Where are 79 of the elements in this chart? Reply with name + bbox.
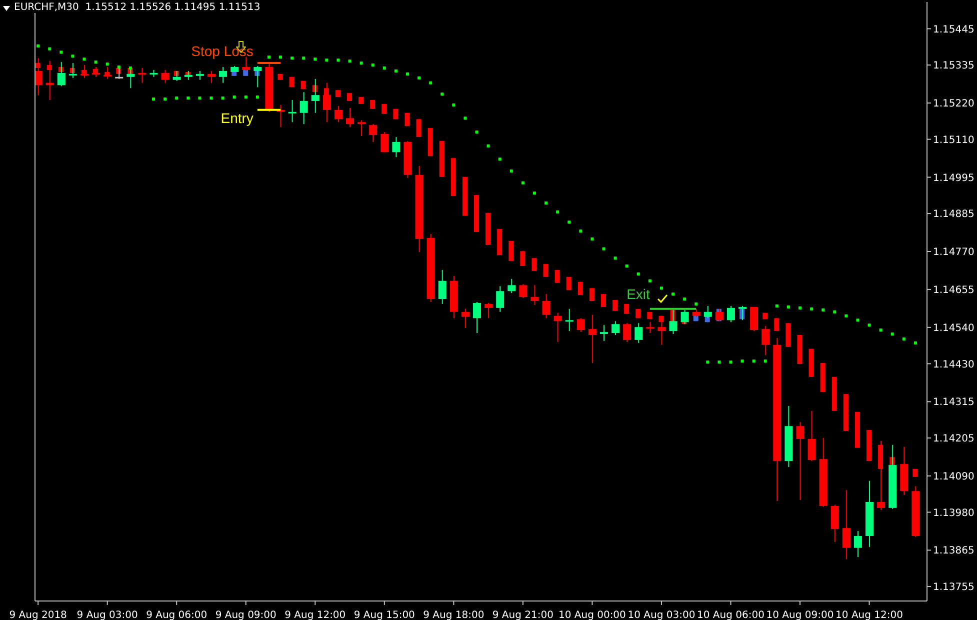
y-tick-label: 1.14540 (933, 322, 974, 334)
candlestick (358, 120, 366, 136)
candlestick (565, 308, 574, 332)
candlestick (519, 284, 528, 299)
candlestick (612, 300, 618, 312)
candlestick (496, 286, 504, 312)
candlestick (542, 294, 550, 319)
x-tick-label: 9 Aug 2018 (9, 610, 67, 620)
x-tick-label: 10 Aug 03:00 (628, 610, 696, 620)
candlestick (288, 100, 296, 123)
candlestick (532, 258, 537, 272)
candlestick (774, 318, 780, 332)
candlestick (554, 312, 562, 342)
candlestick (461, 308, 470, 329)
candlestick (207, 70, 216, 84)
y-tick-label: 1.14090 (933, 471, 974, 482)
x-tick-label: 10 Aug 12:00 (836, 610, 903, 620)
candlestick (612, 320, 620, 336)
y-tick-label: 1.14995 (933, 172, 974, 184)
y-tick-label: 1.14430 (933, 359, 974, 370)
candlestick (334, 105, 342, 123)
candlestick (634, 322, 643, 344)
y-tick-label: 1.15445 (933, 24, 974, 36)
candlestick (380, 132, 389, 153)
y-tick-label: 1.14315 (933, 397, 974, 408)
y-tick-label: 1.13755 (933, 582, 974, 594)
candlestick (543, 264, 548, 278)
x-tick-label: 9 Aug 09:00 (215, 610, 276, 620)
candlestick (589, 288, 594, 302)
candlestick (646, 322, 654, 334)
candlestick (138, 68, 146, 84)
candlestick (786, 322, 791, 348)
y-tick-label: 1.15335 (933, 60, 974, 72)
candlestick (392, 136, 400, 158)
x-tick-label: 9 Aug 03:00 (76, 610, 138, 620)
annotation: Exit (626, 286, 650, 302)
candlestick (369, 124, 378, 142)
candlestick (554, 269, 560, 284)
candlestick (300, 92, 308, 125)
x-tick-label: 10 Aug 09:00 (766, 610, 834, 620)
candlestick (600, 294, 606, 308)
y-tick-label: 1.15110 (933, 134, 974, 146)
y-tick-label: 1.15220 (933, 98, 974, 110)
x-tick-label: 10 Aug 06:00 (697, 610, 764, 620)
candlestick (796, 422, 804, 501)
y-tick-label: 1.14885 (933, 209, 974, 220)
candlestick (576, 318, 585, 333)
y-tick-label: 1.14205 (933, 434, 974, 445)
annotation: Stop Loss (191, 43, 254, 60)
candlestick (588, 314, 596, 364)
candlestick (346, 107, 354, 128)
candlestick (484, 302, 493, 319)
candlestick (161, 69, 170, 84)
candlestick (762, 326, 770, 356)
candlestick (416, 118, 422, 138)
candlestick (472, 301, 481, 334)
y-tick-label: 1.14655 (933, 285, 974, 296)
candlestick (726, 305, 735, 323)
x-tick-label: 10 Aug 00:00 (558, 610, 626, 620)
candlestick (438, 269, 446, 304)
y-tick-label: 1.14770 (933, 247, 974, 258)
y-tick-label: 1.13980 (933, 508, 974, 519)
candlestick (600, 324, 608, 342)
candlestick (508, 278, 516, 294)
candlestick (623, 322, 632, 342)
y-tick-label: 1.13865 (933, 546, 974, 557)
candlestick (854, 530, 862, 558)
x-tick-label: 9 Aug 18:00 (423, 610, 484, 620)
x-tick-label: 9 Aug 15:00 (354, 610, 415, 620)
x-tick-label: 9 Aug 06:00 (146, 610, 208, 620)
x-tick-label: 9 Aug 21:00 (492, 610, 554, 620)
annotation: Entry (220, 110, 254, 126)
candlestick (842, 490, 850, 560)
chart-title: EURCHF,M30 1.15512 1.15526 1.11495 1.11513 (14, 2, 260, 13)
candlestick (808, 410, 816, 462)
candlestick (520, 250, 526, 267)
x-tick-label: 9 Aug 12:00 (284, 610, 346, 620)
candlestick (530, 284, 539, 306)
candlestick (830, 504, 839, 542)
